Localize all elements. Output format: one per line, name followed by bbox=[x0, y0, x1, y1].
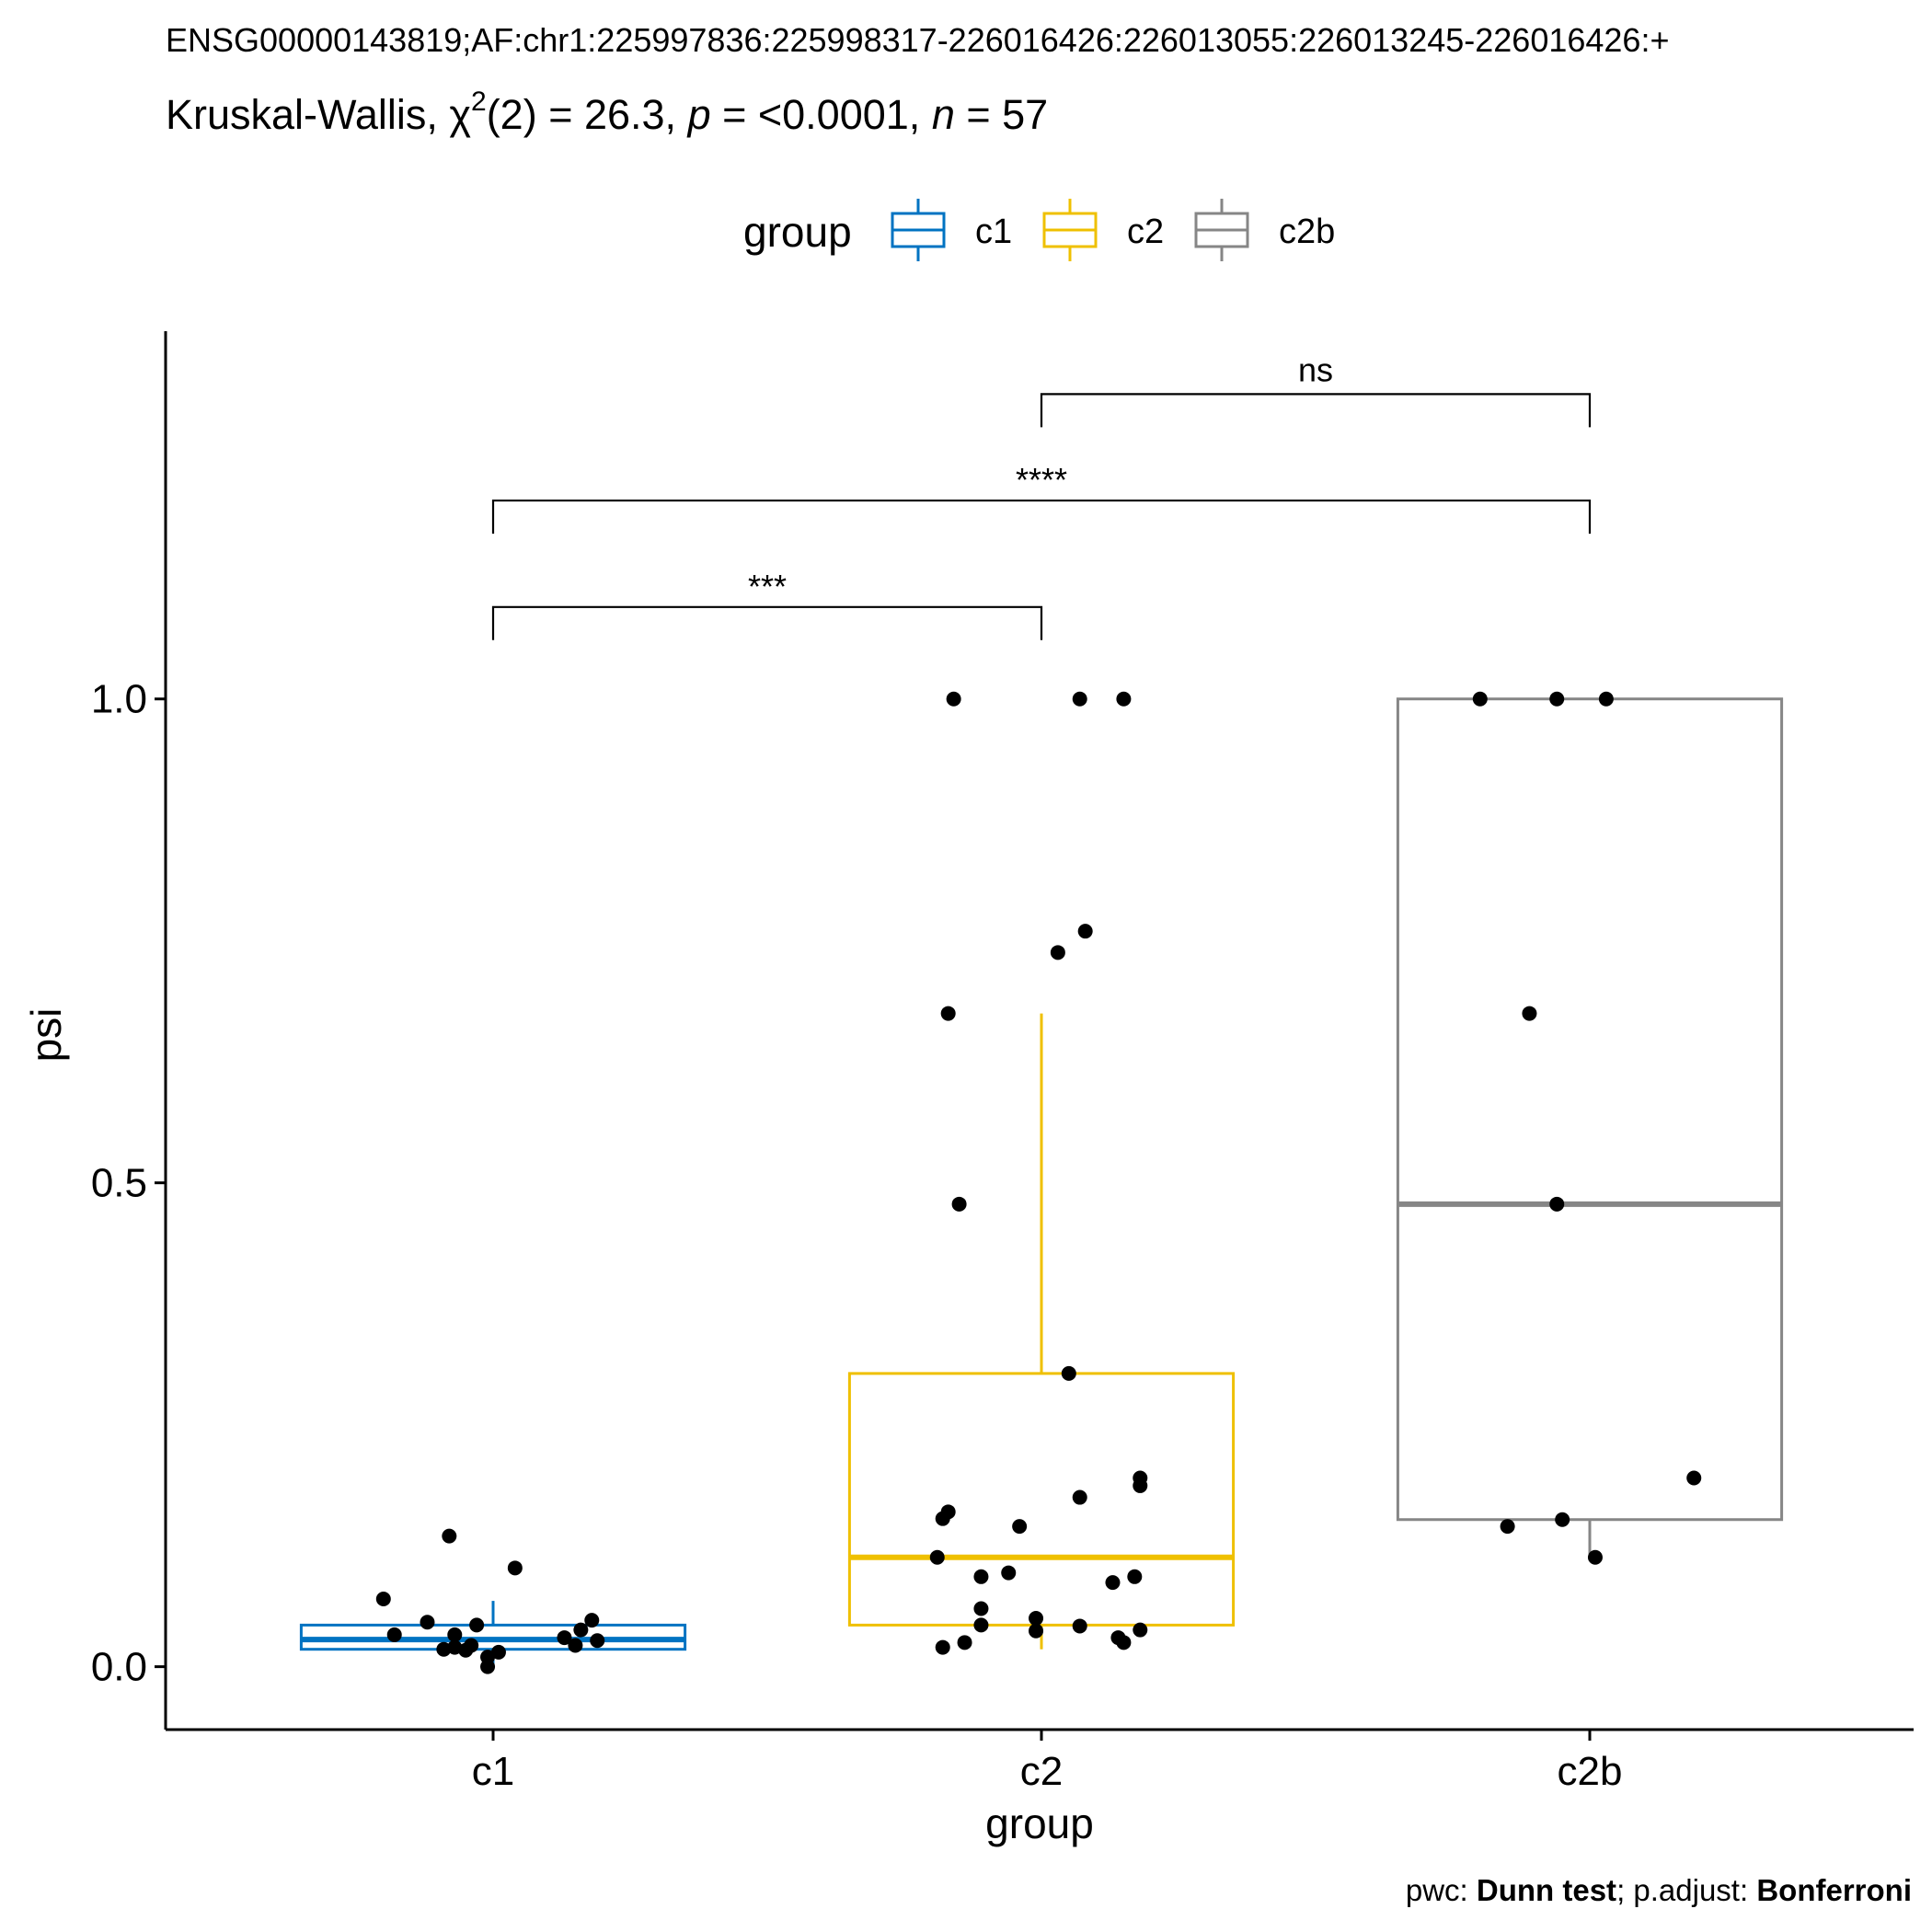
legend-label: c2b bbox=[1279, 213, 1335, 251]
data-point-c2 bbox=[940, 1006, 956, 1021]
bracket-line bbox=[491, 605, 1043, 640]
data-point-c2 bbox=[1105, 1575, 1121, 1591]
chart-subtitle: Kruskal-Wallis, χ2(2) = 26.3, p = <0.000… bbox=[166, 86, 1048, 138]
bracket-c1-c2b: **** bbox=[491, 461, 1592, 535]
data-point-c1 bbox=[420, 1615, 435, 1630]
legend: group c1 c2 c2b bbox=[743, 199, 1335, 261]
data-point-c1 bbox=[436, 1641, 452, 1657]
legend-title: group bbox=[743, 208, 852, 256]
data-point-c2 bbox=[1072, 691, 1087, 707]
data-point-c1 bbox=[584, 1613, 600, 1628]
data-point-c2 bbox=[973, 1569, 989, 1584]
data-point-c2 bbox=[1133, 1622, 1148, 1638]
box-c2b bbox=[1396, 697, 1784, 1558]
data-point-c2b bbox=[1549, 691, 1565, 707]
data-point-c2 bbox=[1029, 1611, 1044, 1627]
y-tick-label: 1.0 bbox=[91, 677, 147, 722]
data-point-c2 bbox=[1072, 1489, 1087, 1505]
data-point-c1 bbox=[573, 1622, 589, 1638]
data-point-c2 bbox=[929, 1549, 945, 1565]
x-tick-label: c2 bbox=[1020, 1749, 1063, 1794]
data-point-c2 bbox=[1127, 1569, 1143, 1584]
data-point-c1 bbox=[590, 1633, 605, 1649]
x-axis-title: group bbox=[985, 1800, 1094, 1847]
data-point-c2 bbox=[946, 691, 961, 707]
data-point-c2b bbox=[1522, 1006, 1537, 1021]
data-point-c2 bbox=[951, 1196, 967, 1212]
data-point-c2 bbox=[935, 1639, 950, 1655]
y-tick-label: 0.0 bbox=[91, 1645, 147, 1690]
data-point-c2 bbox=[957, 1635, 972, 1650]
data-point-c2 bbox=[940, 1504, 956, 1520]
legend-item-c1: c1 bbox=[891, 199, 1012, 261]
data-point-c1 bbox=[557, 1630, 572, 1646]
bracket-line bbox=[491, 499, 1592, 535]
data-point-c2 bbox=[1061, 1365, 1076, 1381]
data-point-c1 bbox=[490, 1644, 506, 1660]
data-point-c1 bbox=[447, 1627, 463, 1642]
data-point-c1 bbox=[386, 1627, 402, 1642]
data-point-c2b bbox=[1472, 691, 1488, 707]
legend-item-c2b: c2b bbox=[1194, 199, 1335, 261]
data-point-c2 bbox=[973, 1617, 989, 1633]
caption: pwc: Dunn test; p.adjust: Bonferroni bbox=[1406, 1873, 1912, 1907]
box-iqr-c2 bbox=[847, 1372, 1236, 1627]
bracket-c1-c2: *** bbox=[491, 568, 1043, 640]
data-point-c2b bbox=[1555, 1512, 1570, 1527]
legend-label: c1 bbox=[975, 213, 1012, 251]
data-point-c1 bbox=[375, 1591, 391, 1606]
box-iqr-c2b bbox=[1396, 697, 1784, 1522]
data-point-c2 bbox=[1029, 1623, 1044, 1639]
legend-label: c2 bbox=[1127, 213, 1164, 251]
data-point-c1 bbox=[469, 1617, 485, 1633]
data-point-c2 bbox=[1050, 945, 1065, 960]
bracket-label: ns bbox=[1298, 351, 1333, 388]
data-point-c2 bbox=[1012, 1519, 1028, 1535]
x-tick-label: c2b bbox=[1558, 1749, 1623, 1794]
data-point-c2b bbox=[1686, 1470, 1702, 1486]
data-point-c2b bbox=[1598, 691, 1614, 707]
data-point-c2 bbox=[973, 1601, 989, 1616]
y-axis-title: psi bbox=[22, 1008, 70, 1063]
bracket-label: *** bbox=[748, 568, 787, 605]
data-point-c1 bbox=[568, 1638, 583, 1653]
data-point-c2 bbox=[1133, 1478, 1148, 1493]
data-point-c1 bbox=[458, 1642, 474, 1658]
data-point-c2b bbox=[1549, 1196, 1565, 1212]
data-point-c2 bbox=[1077, 924, 1093, 939]
data-point-c2b bbox=[1500, 1519, 1515, 1535]
data-point-c1 bbox=[442, 1528, 457, 1544]
bracket-line bbox=[1040, 393, 1592, 428]
axes: 0.0 0.5 1.0 c1 c2 c2b bbox=[91, 331, 1914, 1794]
bracket-label: **** bbox=[1016, 461, 1067, 499]
data-points bbox=[375, 691, 1702, 1674]
bracket-c2-c2b: ns bbox=[1040, 351, 1592, 428]
x-tick-label: c1 bbox=[472, 1749, 514, 1794]
data-point-c2 bbox=[1116, 691, 1132, 707]
boxplots bbox=[299, 697, 1784, 1667]
y-tick-label: 0.5 bbox=[91, 1161, 147, 1206]
box-c2 bbox=[847, 1013, 1236, 1650]
legend-item-c2: c2 bbox=[1042, 199, 1164, 261]
data-point-c2 bbox=[1001, 1565, 1017, 1581]
data-point-c1 bbox=[480, 1659, 496, 1674]
significance-brackets: *******ns bbox=[491, 351, 1592, 640]
chart-title: ENSG00000143819;AF:chr1:225997836:225998… bbox=[166, 21, 1669, 59]
data-point-c1 bbox=[507, 1560, 523, 1576]
data-point-c2 bbox=[1116, 1635, 1132, 1650]
data-point-c2b bbox=[1587, 1549, 1603, 1565]
data-point-c2 bbox=[1072, 1618, 1087, 1634]
